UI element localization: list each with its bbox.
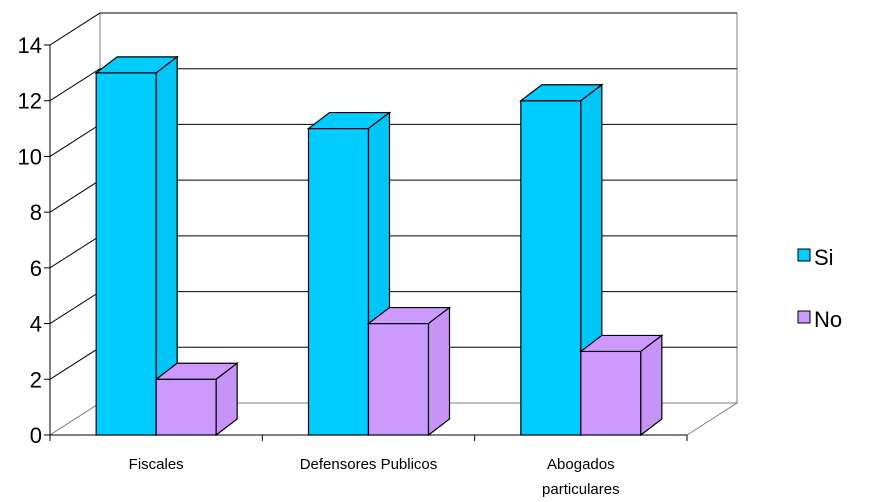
legend-swatch-no (797, 310, 811, 324)
bar-front (155, 378, 217, 436)
y-tick-label: 8 (30, 200, 42, 225)
bar-side (427, 306, 451, 437)
gridline (49, 68, 737, 102)
legend-label-no: No (814, 307, 842, 332)
x-axis-ticks: Fiscales Defensores Publicos Abogados parti… (129, 456, 620, 498)
y-tick-label: 14 (18, 33, 42, 58)
bar-side (640, 334, 663, 437)
bar-no-2 (579, 334, 664, 437)
y-axis-ticks: 0 2 4 6 8 10 12 14 (18, 33, 42, 448)
legend-label-si: Si (814, 245, 834, 270)
bars (94, 55, 664, 437)
legend: Si No (797, 245, 842, 332)
bar-no-0 (154, 362, 239, 437)
bar-side (215, 362, 238, 437)
x-tick-label: particulares (542, 481, 620, 498)
bar-front (520, 100, 582, 436)
bar-front (95, 72, 157, 436)
bar-front (307, 127, 370, 436)
bar-front (367, 322, 430, 436)
y-tick-label: 2 (30, 367, 42, 392)
gridline (49, 12, 737, 46)
y-tick-label: 4 (30, 312, 42, 337)
y-tick-label: 0 (30, 423, 42, 448)
bar-si-0 (94, 55, 179, 437)
bar-no-1 (366, 306, 452, 437)
y-tick-label: 6 (30, 256, 42, 281)
y-tick-label: 12 (18, 89, 42, 114)
x-tick-label: Defensores Publicos (300, 456, 438, 473)
y-tick-label: 10 (18, 144, 42, 169)
bar-front (580, 350, 642, 436)
side-wall (49, 12, 101, 436)
x-tick-label: Fiscales (129, 456, 184, 473)
x-tick-label: Abogados (547, 456, 615, 473)
legend-swatch-si (797, 248, 811, 262)
